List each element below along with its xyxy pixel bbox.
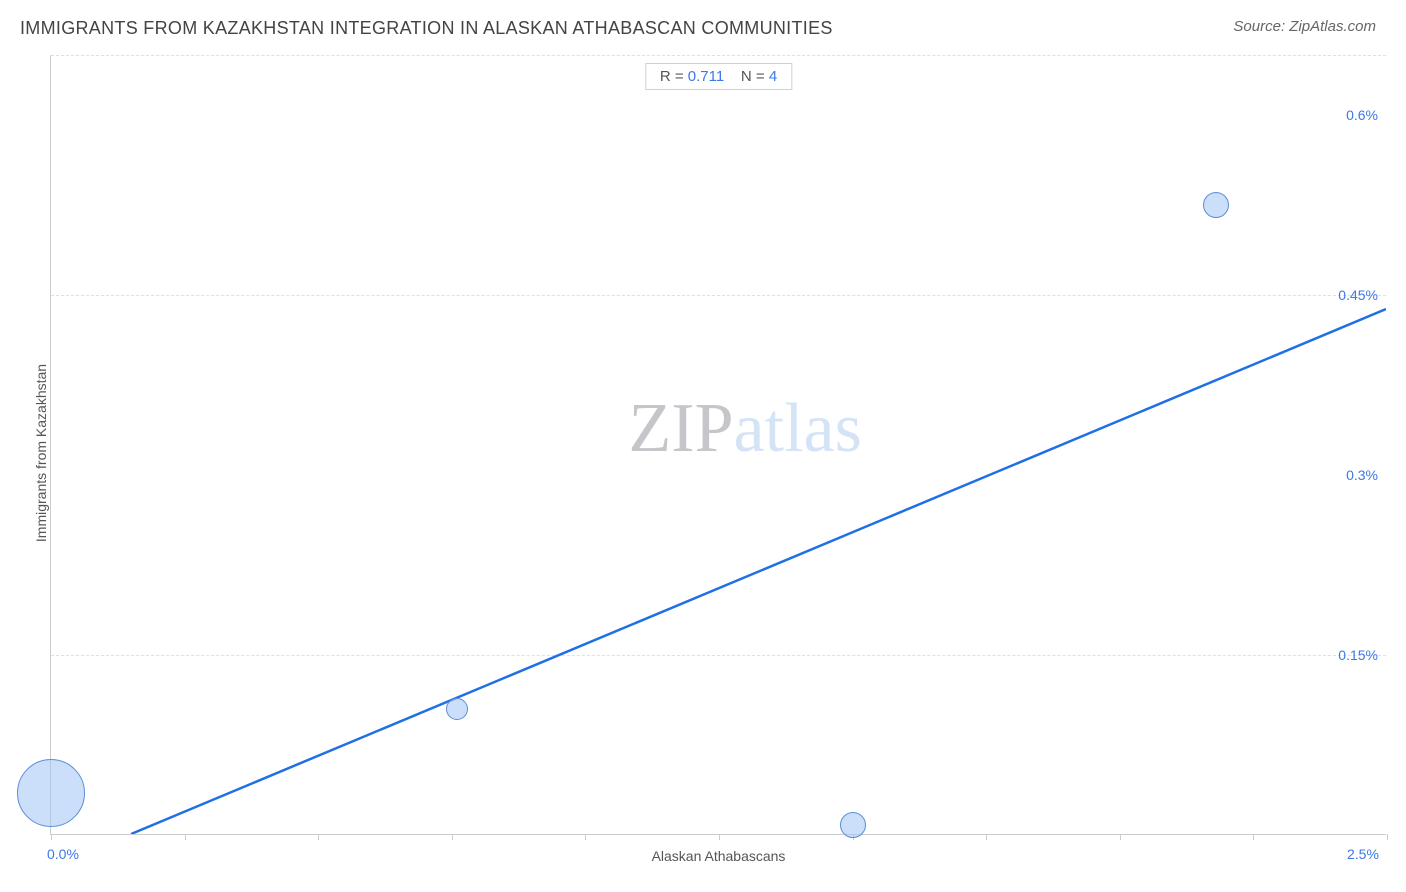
trend-line xyxy=(131,309,1386,834)
r-value: 0.711 xyxy=(688,68,724,85)
plot-area: R = 0.711 N = 4 ZIPatlas 0.0%2.5%0.15%0.… xyxy=(50,55,1386,835)
source-label: Source: xyxy=(1233,18,1285,35)
data-point xyxy=(446,698,468,720)
chart-header: IMMIGRANTS FROM KAZAKHSTAN INTEGRATION I… xyxy=(20,18,1386,48)
x-tick-label: 0.0% xyxy=(47,846,79,862)
data-point xyxy=(1203,192,1229,218)
x-tick xyxy=(986,834,987,840)
x-tick-label: 2.5% xyxy=(1347,846,1379,862)
y-axis-label: Immigrants from Kazakhstan xyxy=(33,363,49,541)
source-name: ZipAtlas.com xyxy=(1289,18,1376,35)
x-tick xyxy=(51,834,52,840)
chart-title: IMMIGRANTS FROM KAZAKHSTAN INTEGRATION I… xyxy=(20,18,833,38)
x-axis-label: Alaskan Athabascans xyxy=(652,848,786,864)
n-label: N = xyxy=(741,68,765,85)
data-point xyxy=(840,812,866,838)
chart-container: R = 0.711 N = 4 ZIPatlas 0.0%2.5%0.15%0.… xyxy=(20,55,1386,865)
x-tick xyxy=(318,834,319,840)
stats-box: R = 0.711 N = 4 xyxy=(645,63,792,90)
x-tick xyxy=(1253,834,1254,840)
r-label: R = xyxy=(660,68,684,85)
data-point xyxy=(17,759,85,827)
x-tick xyxy=(585,834,586,840)
source-attribution: Source: ZipAtlas.com xyxy=(1233,18,1376,35)
x-tick xyxy=(452,834,453,840)
x-tick xyxy=(1120,834,1121,840)
n-value: 4 xyxy=(769,68,777,85)
trendline-svg xyxy=(51,55,1386,834)
x-tick xyxy=(719,834,720,840)
x-tick xyxy=(185,834,186,840)
x-tick xyxy=(1387,834,1388,840)
